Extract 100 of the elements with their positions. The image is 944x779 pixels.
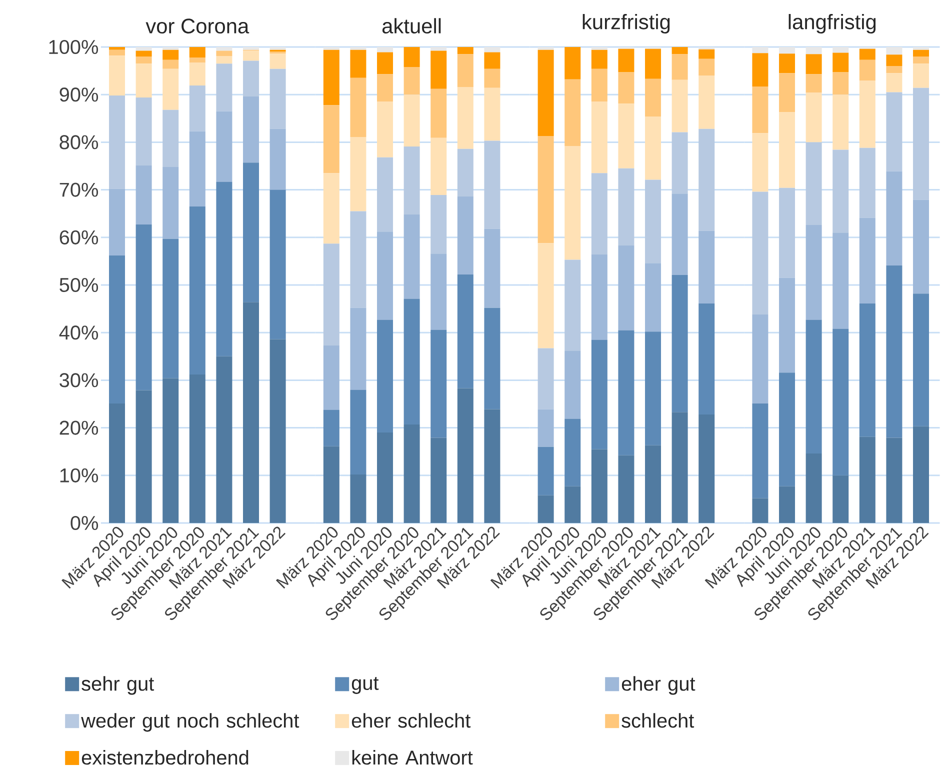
bar — [484, 308, 500, 410]
bar — [404, 146, 420, 215]
bar — [886, 54, 902, 66]
y-tick-label: 10% — [60, 468, 98, 482]
bar — [484, 52, 500, 69]
bar — [404, 298, 420, 424]
bar — [109, 404, 125, 523]
bar — [270, 339, 286, 523]
legend-label: weder gut noch schlecht — [81, 713, 300, 732]
bar — [859, 48, 876, 60]
bar — [430, 88, 447, 138]
bar — [645, 48, 662, 79]
bar — [832, 328, 849, 476]
bar — [430, 50, 447, 89]
bar — [913, 46, 930, 50]
bar — [457, 274, 474, 388]
bar — [806, 454, 822, 523]
bar — [216, 356, 232, 523]
bar — [645, 180, 662, 264]
bar — [913, 64, 930, 88]
bar — [538, 495, 554, 523]
bar — [752, 133, 768, 192]
bar — [377, 320, 394, 433]
bar — [672, 194, 688, 275]
bar — [270, 46, 286, 50]
bar — [618, 455, 634, 523]
bar — [136, 64, 152, 98]
legend-label: schlecht — [622, 713, 694, 728]
bar — [162, 60, 179, 69]
bar — [350, 136, 366, 212]
bar — [430, 254, 447, 330]
bar — [323, 46, 340, 50]
bar — [457, 388, 474, 523]
bar — [806, 225, 822, 320]
bar — [484, 228, 500, 308]
bar — [109, 96, 125, 189]
bar — [377, 232, 394, 320]
bar — [618, 245, 634, 330]
bar — [645, 263, 662, 332]
bar — [672, 46, 688, 54]
bar — [859, 218, 876, 304]
chart-title: kurzfristig — [582, 14, 670, 34]
y-tick-label: 70% — [60, 182, 98, 197]
bar — [752, 86, 768, 134]
y-tick-label: 30% — [60, 373, 98, 388]
bar — [457, 148, 474, 196]
bar — [538, 409, 554, 447]
bar — [350, 390, 366, 474]
bar — [430, 46, 447, 51]
bar — [564, 350, 581, 419]
bar — [162, 238, 179, 378]
bar — [832, 46, 849, 53]
bar — [672, 54, 688, 80]
bar — [109, 255, 125, 404]
bar — [564, 46, 581, 80]
bar — [404, 94, 420, 146]
bar — [216, 182, 232, 356]
bar — [350, 50, 366, 78]
bar — [538, 46, 554, 50]
bar — [645, 78, 662, 116]
bar — [859, 60, 876, 81]
bar — [242, 60, 259, 96]
bar — [779, 46, 796, 54]
bar — [189, 57, 206, 63]
bar — [698, 128, 715, 231]
bar — [591, 102, 608, 174]
y-tick-label: 90% — [60, 88, 98, 102]
bar — [752, 192, 768, 315]
bar — [564, 146, 581, 260]
bar — [886, 66, 902, 74]
y-tick-label: 80% — [60, 135, 98, 150]
y-tick-label: 100% — [49, 40, 98, 54]
bar — [886, 73, 902, 92]
bar — [913, 50, 930, 57]
bar — [806, 74, 822, 93]
bar — [323, 244, 340, 346]
bar — [645, 445, 662, 523]
bar — [913, 426, 930, 523]
bar — [538, 348, 554, 410]
bar — [779, 54, 796, 74]
bar — [350, 78, 366, 137]
bar — [350, 308, 366, 390]
bar — [162, 50, 179, 60]
bar — [457, 86, 474, 149]
bar — [806, 92, 822, 142]
bar — [216, 46, 232, 51]
bar — [377, 432, 394, 523]
bar — [377, 102, 394, 158]
bar — [377, 52, 394, 74]
bar — [886, 46, 902, 55]
bar — [564, 486, 581, 523]
bar — [779, 278, 796, 373]
bar — [484, 46, 500, 52]
bar — [672, 132, 688, 194]
bar — [698, 304, 715, 414]
bar — [216, 64, 232, 112]
bar — [752, 53, 768, 86]
bar — [832, 475, 849, 523]
bar — [189, 374, 206, 523]
bar — [913, 294, 930, 426]
